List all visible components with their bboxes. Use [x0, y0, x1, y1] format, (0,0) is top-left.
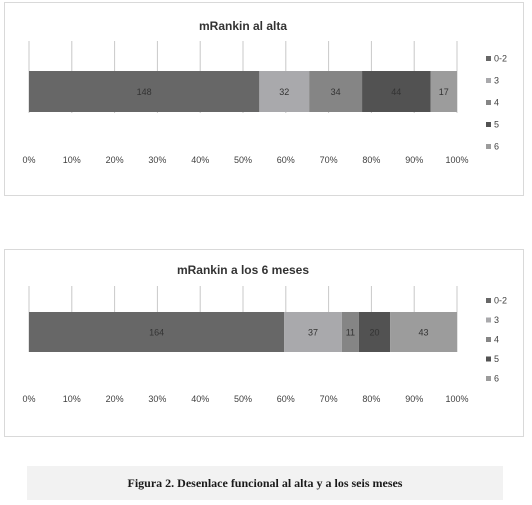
- chart2-x-tick-label: 80%: [362, 394, 380, 404]
- chart1-x-tick-label: 60%: [277, 155, 295, 165]
- chart2-x-tick-label: 50%: [234, 394, 252, 404]
- chart2-legend-label: 6: [494, 374, 499, 384]
- chart2-x-tick-label: 40%: [191, 394, 209, 404]
- chart2-legend-label: 3: [494, 315, 499, 325]
- chart2-legend-swatch: [486, 298, 491, 303]
- chart1-x-tick-label: 70%: [320, 155, 338, 165]
- chart1-x-tick-label: 40%: [191, 155, 209, 165]
- chart1-bar-segment-3: [259, 71, 310, 112]
- chart2-bar-segment-4: [341, 312, 359, 352]
- chart1-x-tick-label: 80%: [362, 155, 380, 165]
- chart1-x-tick-label: 20%: [106, 155, 124, 165]
- chart1-x-tick-label: 100%: [445, 155, 468, 165]
- chart1-legend-label: 4: [494, 98, 499, 108]
- chart1-bar-segment-6: [430, 71, 457, 112]
- chart1-x-tick-label: 90%: [405, 155, 423, 165]
- chart1-x-tick-label: 0%: [22, 155, 35, 165]
- chart1-bar-segment-4: [309, 71, 363, 112]
- chart2-legend-label: 5: [494, 354, 499, 364]
- chart2-legend-label: 0-2: [494, 296, 507, 306]
- chart1-bar-segment-0-2: [29, 71, 260, 112]
- figure-caption: Figura 2. Desenlace funcional al alta y …: [27, 466, 503, 500]
- chart2-data-label: 164: [149, 328, 164, 338]
- chart1-legend-label: 6: [494, 142, 499, 152]
- chart2-bar-segment-6: [390, 312, 457, 352]
- chart2-x-tick-label: 90%: [405, 394, 423, 404]
- chart2-x-tick-label: 10%: [63, 394, 81, 404]
- chart2-x-tick-label: 60%: [277, 394, 295, 404]
- chart-panel-6-meses: mRankin a los 6 meses 0% 10% 20% 30% 40% 50% 60…: [4, 249, 524, 437]
- chart2-bar-segment-0-2: [29, 312, 285, 352]
- chart2-bar-segment-5: [358, 312, 391, 352]
- chart1-data-label: 148: [137, 87, 152, 97]
- chart1-x-tick-label: 50%: [234, 155, 252, 165]
- chart1-legend-label: 5: [494, 120, 499, 130]
- chart1-data-label: 44: [391, 87, 401, 97]
- chart1-data-label: 17: [439, 87, 449, 97]
- chart2-x-tick-label: 0%: [22, 394, 35, 404]
- chart2-x-tick-label: 20%: [106, 394, 124, 404]
- chart2-data-label: 37: [308, 328, 318, 338]
- chart2-legend-label: 4: [494, 335, 499, 345]
- chart2-legend-swatch: [486, 376, 491, 381]
- chart1-bar-segment-5: [362, 71, 431, 112]
- chart1-data-label: 32: [279, 87, 289, 97]
- chart1-legend-swatch: [486, 100, 491, 105]
- chart1-x-tick-label: 30%: [148, 155, 166, 165]
- chart1-title: mRankin al alta: [199, 19, 287, 33]
- chart1-legend-label: 3: [494, 76, 499, 86]
- chart2-data-label: 43: [419, 328, 429, 338]
- chart2-legend-swatch: [486, 356, 491, 362]
- chart1-legend-swatch: [486, 56, 491, 61]
- chart1-legend-swatch: [486, 144, 491, 149]
- chart2-x-tick-label: 100%: [445, 394, 468, 404]
- figure-caption-text: Figura 2. Desenlace funcional al alta y …: [127, 475, 403, 490]
- chart2-data-label: 11: [346, 328, 355, 338]
- chart2-legend-swatch: [486, 317, 491, 323]
- chart1-x-tick-label: 10%: [63, 155, 81, 165]
- chart1-legend-swatch: [486, 78, 491, 83]
- chart2-x-tick-label: 70%: [320, 394, 338, 404]
- chart1-data-label: 34: [331, 87, 341, 97]
- chart2-title: mRankin a los 6 meses: [177, 263, 309, 277]
- chart1-legend-label: 0-2: [494, 54, 507, 64]
- chart1-legend-swatch: [486, 122, 491, 127]
- chart2-bar-segment-3: [284, 312, 342, 352]
- chart2-legend-swatch: [486, 337, 491, 342]
- chart-svg-alta: mRankin al alta 0% 10% 20% 30% 40% 50% 60% 70% 80…: [22, 19, 507, 165]
- chart2-x-tick-label: 30%: [148, 394, 166, 404]
- chart2-data-label: 20: [370, 328, 380, 338]
- chart-panel-alta: mRankin al alta 0% 10% 20% 30% 40% 50% 60% 70% 80…: [4, 2, 524, 196]
